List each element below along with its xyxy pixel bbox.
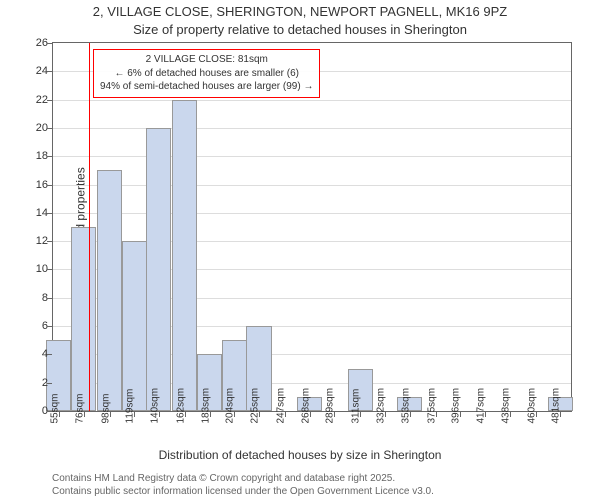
annotation-line: 2 VILLAGE CLOSE: 81sqm <box>100 53 313 67</box>
y-tick-label: 22 <box>20 94 48 106</box>
y-tick <box>47 269 52 270</box>
y-tick-label: 4 <box>20 348 48 360</box>
y-tick <box>47 156 52 157</box>
y-tick-label: 6 <box>20 320 48 332</box>
annotation-line: ← 6% of detached houses are smaller (6) <box>100 67 313 81</box>
y-tick <box>47 298 52 299</box>
chart-container: 2, VILLAGE CLOSE, SHERINGTON, NEWPORT PA… <box>0 0 600 500</box>
x-axis-label: Distribution of detached houses by size … <box>0 448 600 462</box>
y-tick <box>47 71 52 72</box>
gridline <box>53 100 571 101</box>
y-tick-label: 14 <box>20 207 48 219</box>
histogram-bar <box>97 170 122 411</box>
histogram-bar <box>71 227 96 411</box>
y-tick <box>47 213 52 214</box>
annotation-box: 2 VILLAGE CLOSE: 81sqm← 6% of detached h… <box>93 49 320 98</box>
y-tick-label: 18 <box>20 150 48 162</box>
y-tick-label: 8 <box>20 292 48 304</box>
y-tick <box>47 354 52 355</box>
footer-line2: Contains public sector information licen… <box>52 485 434 498</box>
plot-area: 2 VILLAGE CLOSE: 81sqm← 6% of detached h… <box>52 42 572 412</box>
y-tick <box>47 383 52 384</box>
y-tick <box>47 43 52 44</box>
y-tick <box>47 241 52 242</box>
y-tick-label: 0 <box>20 405 48 417</box>
reference-line <box>89 43 90 411</box>
histogram-bar <box>146 128 171 411</box>
y-tick-label: 20 <box>20 122 48 134</box>
gridline <box>53 185 571 186</box>
y-tick-label: 26 <box>20 37 48 49</box>
gridline <box>53 128 571 129</box>
y-tick <box>47 326 52 327</box>
histogram-bar <box>122 241 147 411</box>
y-tick <box>47 128 52 129</box>
title-main: 2, VILLAGE CLOSE, SHERINGTON, NEWPORT PA… <box>0 4 600 19</box>
footer-line1: Contains HM Land Registry data © Crown c… <box>52 472 434 485</box>
y-tick-label: 24 <box>20 65 48 77</box>
y-tick-label: 16 <box>20 179 48 191</box>
y-tick-label: 12 <box>20 235 48 247</box>
y-tick <box>47 185 52 186</box>
title-sub: Size of property relative to detached ho… <box>0 22 600 37</box>
gridline <box>53 156 571 157</box>
footer-attribution: Contains HM Land Registry data © Crown c… <box>52 472 434 498</box>
annotation-line: 94% of semi-detached houses are larger (… <box>100 80 313 94</box>
y-tick-label: 2 <box>20 377 48 389</box>
y-tick-label: 10 <box>20 263 48 275</box>
gridline <box>53 213 571 214</box>
histogram-bar <box>172 100 197 411</box>
y-tick <box>47 100 52 101</box>
